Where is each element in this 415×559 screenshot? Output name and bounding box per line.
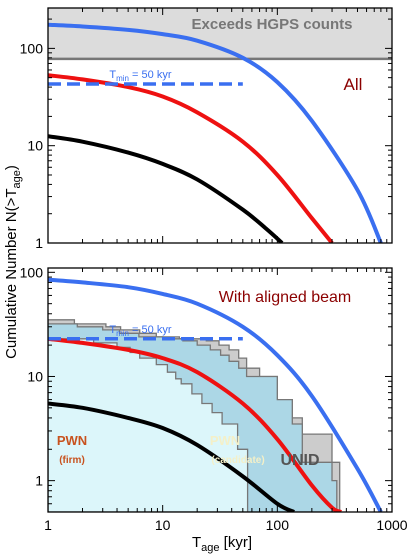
pwn-candidate-sublabel: (candidate) <box>211 455 264 466</box>
bottom-red-curve <box>48 336 342 512</box>
axis-labels: Cumulative Number N(>Tage) Tage [kyr] <box>3 165 252 554</box>
bottom-panel-title: With aligned beam <box>219 289 352 306</box>
top-y-tick-label: 1 <box>35 235 43 251</box>
top-red-curve <box>48 73 334 243</box>
bottom-y-tick-label: 10 <box>27 368 43 384</box>
bottom-tmin-label: Tmin = 50 kyr <box>109 324 171 338</box>
top-frame <box>47 7 393 244</box>
bottom-x-tick-label: 1 <box>44 517 52 533</box>
bottom-blue-curve <box>48 277 383 512</box>
bottom-y-tick-label: 1 <box>35 473 43 489</box>
bottom-x-tick-label: 10 <box>155 517 171 533</box>
bottom-black-curve <box>48 401 295 512</box>
top-panel: Exceeds HGPS counts Tmin = 50 kyr All 1 10 10… <box>20 7 393 251</box>
bottom-panel: Tmin = 50 kyr With aligned beam PWN (firm) P… <box>20 264 408 533</box>
top-panel-title: All <box>344 75 363 94</box>
y-axis-label: Cumulative Number N(>Tage) <box>3 165 23 359</box>
unid-label: UNID <box>280 452 319 469</box>
bottom-y-tick-label: 100 <box>20 264 44 280</box>
top-y-tick-label: 100 <box>20 40 44 56</box>
pwn-firm-label: PWN <box>57 433 87 448</box>
top-y-tick-label: 10 <box>27 138 43 154</box>
bottom-frame <box>47 267 393 513</box>
bottom-x-tick-label: 1000 <box>376 517 407 533</box>
top-tmin-label: Tmin = 50 kyr <box>109 69 171 83</box>
top-black-curve <box>48 134 284 243</box>
top-blue-curve <box>48 22 383 243</box>
bottom-regions <box>48 319 341 512</box>
pwn-candidate-label: PWN <box>210 433 240 448</box>
pwn-firm-sublabel: (firm) <box>59 455 85 466</box>
hgps-label: Exceeds HGPS counts <box>192 16 353 33</box>
bottom-x-tick-label: 100 <box>266 517 290 533</box>
x-axis-label: Tage [kyr] <box>192 534 252 554</box>
hgps-band <box>48 8 392 59</box>
